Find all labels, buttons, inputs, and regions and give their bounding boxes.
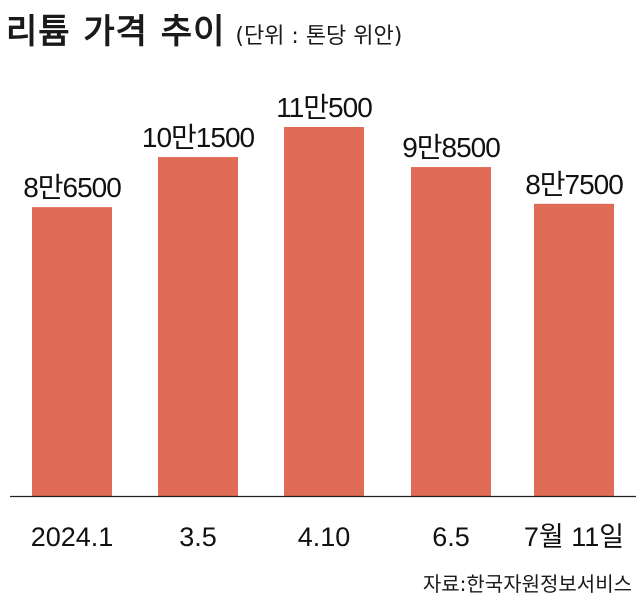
- bar-value-label-4: 9만8500: [402, 132, 500, 163]
- header: 리튬 가격 추이 (단위 : 톤당 위안): [6, 4, 403, 52]
- bar-2: [158, 157, 238, 496]
- x-tick-label-5: 7월 11일: [524, 522, 624, 552]
- bar-1: [32, 207, 112, 497]
- source-note: 자료:한국자원정보서비스: [422, 572, 632, 596]
- bar-5: [534, 203, 614, 497]
- bar-value-label-5: 8만7500: [525, 169, 623, 200]
- x-tick-label-2: 3.5: [179, 522, 217, 552]
- x-tick-label-1: 2024.1: [31, 522, 114, 552]
- bar-3: [284, 127, 364, 496]
- bar-4: [411, 167, 491, 497]
- x-tick-label-4: 6.5: [432, 522, 470, 552]
- bar-value-label-3: 11만500: [276, 92, 372, 123]
- bar-value-label-1: 8만6500: [23, 172, 121, 203]
- chart-title: 리튬 가격 추이: [6, 12, 226, 52]
- x-tick-label-3: 4.10: [298, 522, 351, 552]
- chart-unit-subtitle: (단위 : 톤당 위안): [235, 24, 403, 49]
- bar-value-label-2: 10만1500: [142, 122, 255, 153]
